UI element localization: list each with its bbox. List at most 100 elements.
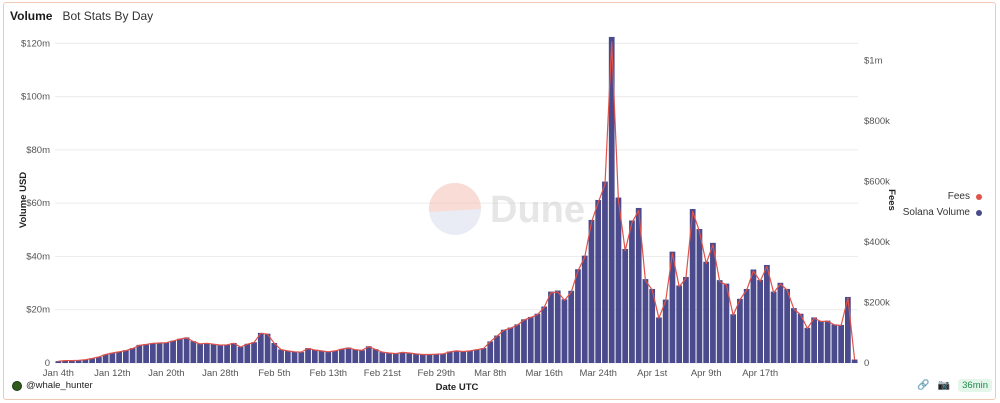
volume-bar[interactable]	[622, 248, 629, 363]
volume-bar[interactable]	[602, 181, 608, 363]
volume-bar[interactable]	[345, 347, 352, 363]
volume-bar[interactable]	[55, 361, 62, 363]
volume-bar[interactable]	[716, 280, 723, 363]
volume-bar[interactable]	[797, 313, 804, 363]
volume-bar[interactable]	[737, 298, 743, 363]
volume-bar[interactable]	[575, 269, 581, 363]
volume-bar[interactable]	[851, 359, 858, 363]
volume-bar[interactable]	[669, 251, 676, 363]
volume-bar[interactable]	[561, 299, 568, 363]
link-icon[interactable]: 🔗	[917, 380, 930, 391]
volume-bar[interactable]	[284, 350, 291, 363]
volume-bar[interactable]	[109, 352, 116, 363]
volume-bar[interactable]	[662, 299, 669, 363]
volume-bar[interactable]	[446, 351, 453, 363]
volume-bar[interactable]	[541, 306, 548, 363]
volume-bar[interactable]	[156, 342, 163, 363]
volume-bar[interactable]	[251, 342, 257, 363]
volume-bar[interactable]	[264, 333, 271, 363]
volume-bar[interactable]	[723, 283, 730, 363]
volume-bar[interactable]	[298, 352, 305, 363]
volume-bar[interactable]	[521, 319, 527, 363]
volume-bar[interactable]	[615, 197, 622, 363]
volume-bar[interactable]	[183, 337, 190, 363]
volume-bar[interactable]	[568, 290, 575, 363]
volume-bar[interactable]	[82, 359, 89, 363]
volume-bar[interactable]	[163, 342, 170, 363]
volume-bar[interactable]	[494, 335, 500, 363]
volume-bar[interactable]	[696, 229, 703, 363]
volume-bar[interactable]	[824, 320, 831, 363]
volume-bar[interactable]	[629, 220, 635, 363]
volume-bar[interactable]	[305, 348, 311, 363]
legend-item-solana-volume[interactable]: Solana Volume	[903, 205, 982, 221]
volume-bar[interactable]	[271, 343, 278, 363]
volume-bar[interactable]	[460, 351, 467, 363]
volume-bar[interactable]	[784, 288, 791, 363]
author[interactable]: @whale_hunter	[12, 380, 93, 391]
volume-bar[interactable]	[514, 324, 521, 363]
volume-bar[interactable]	[386, 352, 392, 363]
volume-bar[interactable]	[818, 320, 824, 363]
volume-bar[interactable]	[554, 290, 561, 363]
legend-item-fees[interactable]: Fees	[903, 189, 982, 205]
volume-bar[interactable]	[845, 296, 851, 363]
volume-bar[interactable]	[453, 350, 460, 363]
volume-bar[interactable]	[710, 242, 716, 363]
camera-icon[interactable]: 📷	[937, 380, 951, 391]
volume-bar[interactable]	[325, 351, 332, 363]
volume-bar[interactable]	[62, 360, 68, 363]
volume-bar[interactable]	[237, 346, 244, 363]
volume-bar[interactable]	[649, 288, 656, 363]
volume-bar[interactable]	[757, 279, 764, 363]
volume-bar[interactable]	[129, 348, 136, 363]
volume-bar[interactable]	[406, 352, 413, 363]
volume-bar[interactable]	[413, 353, 419, 363]
volume-bar[interactable]	[359, 350, 365, 363]
volume-bar[interactable]	[203, 343, 210, 363]
volume-bar[interactable]	[244, 343, 251, 363]
volume-bar[interactable]	[656, 317, 662, 363]
volume-bar[interactable]	[770, 291, 777, 363]
volume-bar[interactable]	[764, 264, 770, 363]
volume-bar[interactable]	[136, 344, 143, 363]
refresh-badge[interactable]: 36min	[958, 379, 992, 392]
volume-bar[interactable]	[527, 316, 534, 363]
volume-bar[interactable]	[467, 350, 473, 363]
volume-bar[interactable]	[149, 343, 156, 363]
volume-bar[interactable]	[743, 288, 750, 363]
volume-bar[interactable]	[838, 324, 845, 363]
volume-bar[interactable]	[811, 317, 818, 363]
volume-bar[interactable]	[440, 353, 446, 363]
volume-bar[interactable]	[730, 314, 737, 363]
volume-bar[interactable]	[608, 36, 615, 364]
volume-bar[interactable]	[507, 327, 514, 363]
volume-bar[interactable]	[487, 341, 494, 363]
volume-bar[interactable]	[534, 313, 541, 363]
volume-bar[interactable]	[210, 344, 217, 363]
volume-bar[interactable]	[777, 282, 784, 363]
volume-bar[interactable]	[318, 350, 325, 363]
volume-bar[interactable]	[683, 276, 689, 363]
volume-bar[interactable]	[419, 354, 426, 363]
volume-bar[interactable]	[257, 332, 264, 363]
volume-bar[interactable]	[278, 349, 284, 363]
volume-bar[interactable]	[143, 344, 149, 363]
volume-bar[interactable]	[473, 349, 480, 363]
volume-bar[interactable]	[635, 207, 642, 363]
volume-bar[interactable]	[338, 348, 345, 363]
volume-bar[interactable]	[372, 349, 379, 363]
volume-bar[interactable]	[365, 346, 372, 363]
volume-bar[interactable]	[588, 219, 595, 363]
volume-bar[interactable]	[399, 352, 406, 363]
volume-bar[interactable]	[224, 344, 230, 363]
volume-bar[interactable]	[116, 351, 122, 363]
volume-bar[interactable]	[831, 324, 838, 363]
volume-bar[interactable]	[89, 358, 95, 363]
volume-bar[interactable]	[642, 279, 649, 363]
volume-bar[interactable]	[352, 349, 359, 363]
volume-bar[interactable]	[548, 291, 554, 363]
volume-bar[interactable]	[332, 350, 338, 363]
volume-bar[interactable]	[676, 285, 683, 363]
volume-bar[interactable]	[804, 327, 811, 363]
